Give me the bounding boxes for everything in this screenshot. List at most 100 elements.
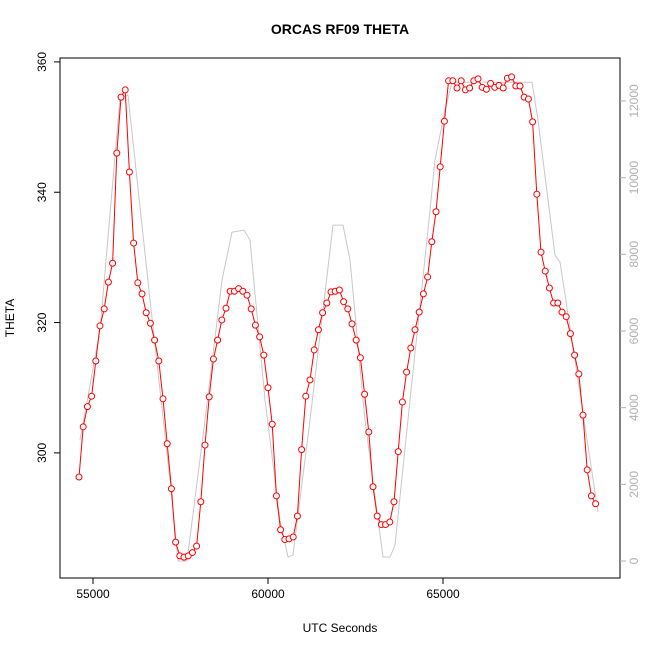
data-point	[575, 370, 583, 378]
data-point	[209, 355, 217, 363]
data-point	[394, 448, 402, 456]
data-point	[562, 313, 570, 321]
data-point	[96, 322, 104, 330]
data-point	[432, 208, 440, 216]
y2-tick-label: 4000	[627, 394, 641, 421]
data-point	[289, 533, 297, 541]
data-point	[466, 84, 474, 92]
data-point	[88, 392, 96, 400]
data-point	[130, 239, 138, 247]
data-point	[411, 326, 419, 334]
data-point	[167, 485, 175, 493]
data-point	[398, 398, 406, 406]
data-point	[243, 291, 251, 299]
data-point	[508, 73, 516, 81]
data-point	[310, 346, 318, 354]
data-point	[541, 267, 549, 275]
data-point	[415, 308, 423, 316]
data-point	[272, 492, 280, 500]
y2-tick-label: 8000	[627, 241, 641, 268]
data-point	[352, 336, 360, 344]
data-point	[386, 518, 394, 526]
y2-tick-label: 12000	[627, 84, 641, 118]
data-point	[428, 238, 436, 246]
y2-tick-label: 0	[627, 557, 641, 564]
y2-tick-label: 10000	[627, 161, 641, 195]
data-point	[524, 95, 532, 103]
data-point	[579, 411, 587, 419]
y-tick-label: 360	[35, 52, 49, 72]
data-point	[314, 326, 322, 334]
data-point	[298, 446, 306, 454]
series-line	[78, 76, 597, 558]
data-point	[487, 79, 495, 87]
data-point	[361, 390, 369, 398]
data-point	[482, 85, 490, 93]
data-point	[419, 290, 427, 298]
data-point	[125, 168, 133, 176]
data-point	[218, 316, 226, 324]
data-point	[583, 466, 591, 474]
data-point	[348, 320, 356, 328]
data-point	[407, 344, 415, 352]
data-point	[277, 526, 285, 534]
data-point	[247, 305, 255, 313]
data-point	[142, 309, 150, 317]
data-point	[390, 498, 398, 506]
data-point	[146, 319, 154, 327]
x-tick-label: 60000	[251, 587, 285, 601]
data-point	[109, 259, 117, 267]
data-point	[424, 273, 432, 281]
data-point	[373, 512, 381, 520]
data-point	[188, 549, 196, 557]
x-tick-label: 65000	[426, 587, 460, 601]
data-point	[558, 308, 566, 316]
data-point	[138, 290, 146, 298]
data-point	[319, 309, 327, 317]
data-point	[239, 287, 247, 295]
data-point	[172, 538, 180, 546]
data-point	[205, 393, 213, 401]
data-point	[545, 284, 553, 292]
data-point	[75, 473, 83, 481]
data-point	[159, 395, 167, 403]
data-point	[83, 403, 91, 411]
data-point	[306, 376, 314, 384]
data-point	[104, 278, 112, 286]
data-point	[592, 500, 600, 508]
data-point	[499, 84, 507, 92]
data-point	[340, 298, 348, 306]
data-point	[117, 93, 125, 101]
data-point	[268, 420, 276, 428]
y-axis-label: THETA	[3, 299, 17, 337]
data-point	[533, 190, 541, 198]
data-point	[201, 441, 209, 449]
data-point	[453, 84, 461, 92]
data-point	[197, 498, 205, 506]
data-point	[323, 299, 331, 307]
y2-tick-label: 6000	[627, 317, 641, 344]
y2-tick-label: 2000	[627, 471, 641, 498]
data-point	[449, 77, 457, 85]
series-line	[79, 81, 599, 562]
data-point	[264, 384, 272, 392]
data-point	[121, 86, 129, 94]
y-tick-label: 340	[35, 182, 49, 202]
data-point	[155, 357, 163, 365]
data-point	[214, 336, 222, 344]
data-point	[571, 351, 579, 359]
data-point	[260, 351, 268, 359]
x-tick-label: 55000	[76, 587, 110, 601]
y-tick-label: 320	[35, 312, 49, 332]
data-point	[79, 423, 87, 431]
data-point	[92, 357, 100, 365]
data-point	[369, 483, 377, 491]
data-point	[457, 77, 465, 85]
data-point	[302, 392, 310, 400]
plot-frame	[59, 57, 621, 579]
data-point	[256, 333, 264, 341]
data-point	[365, 428, 373, 436]
data-point	[587, 492, 595, 500]
y-tick-label: 300	[35, 443, 49, 463]
data-point	[403, 368, 411, 376]
